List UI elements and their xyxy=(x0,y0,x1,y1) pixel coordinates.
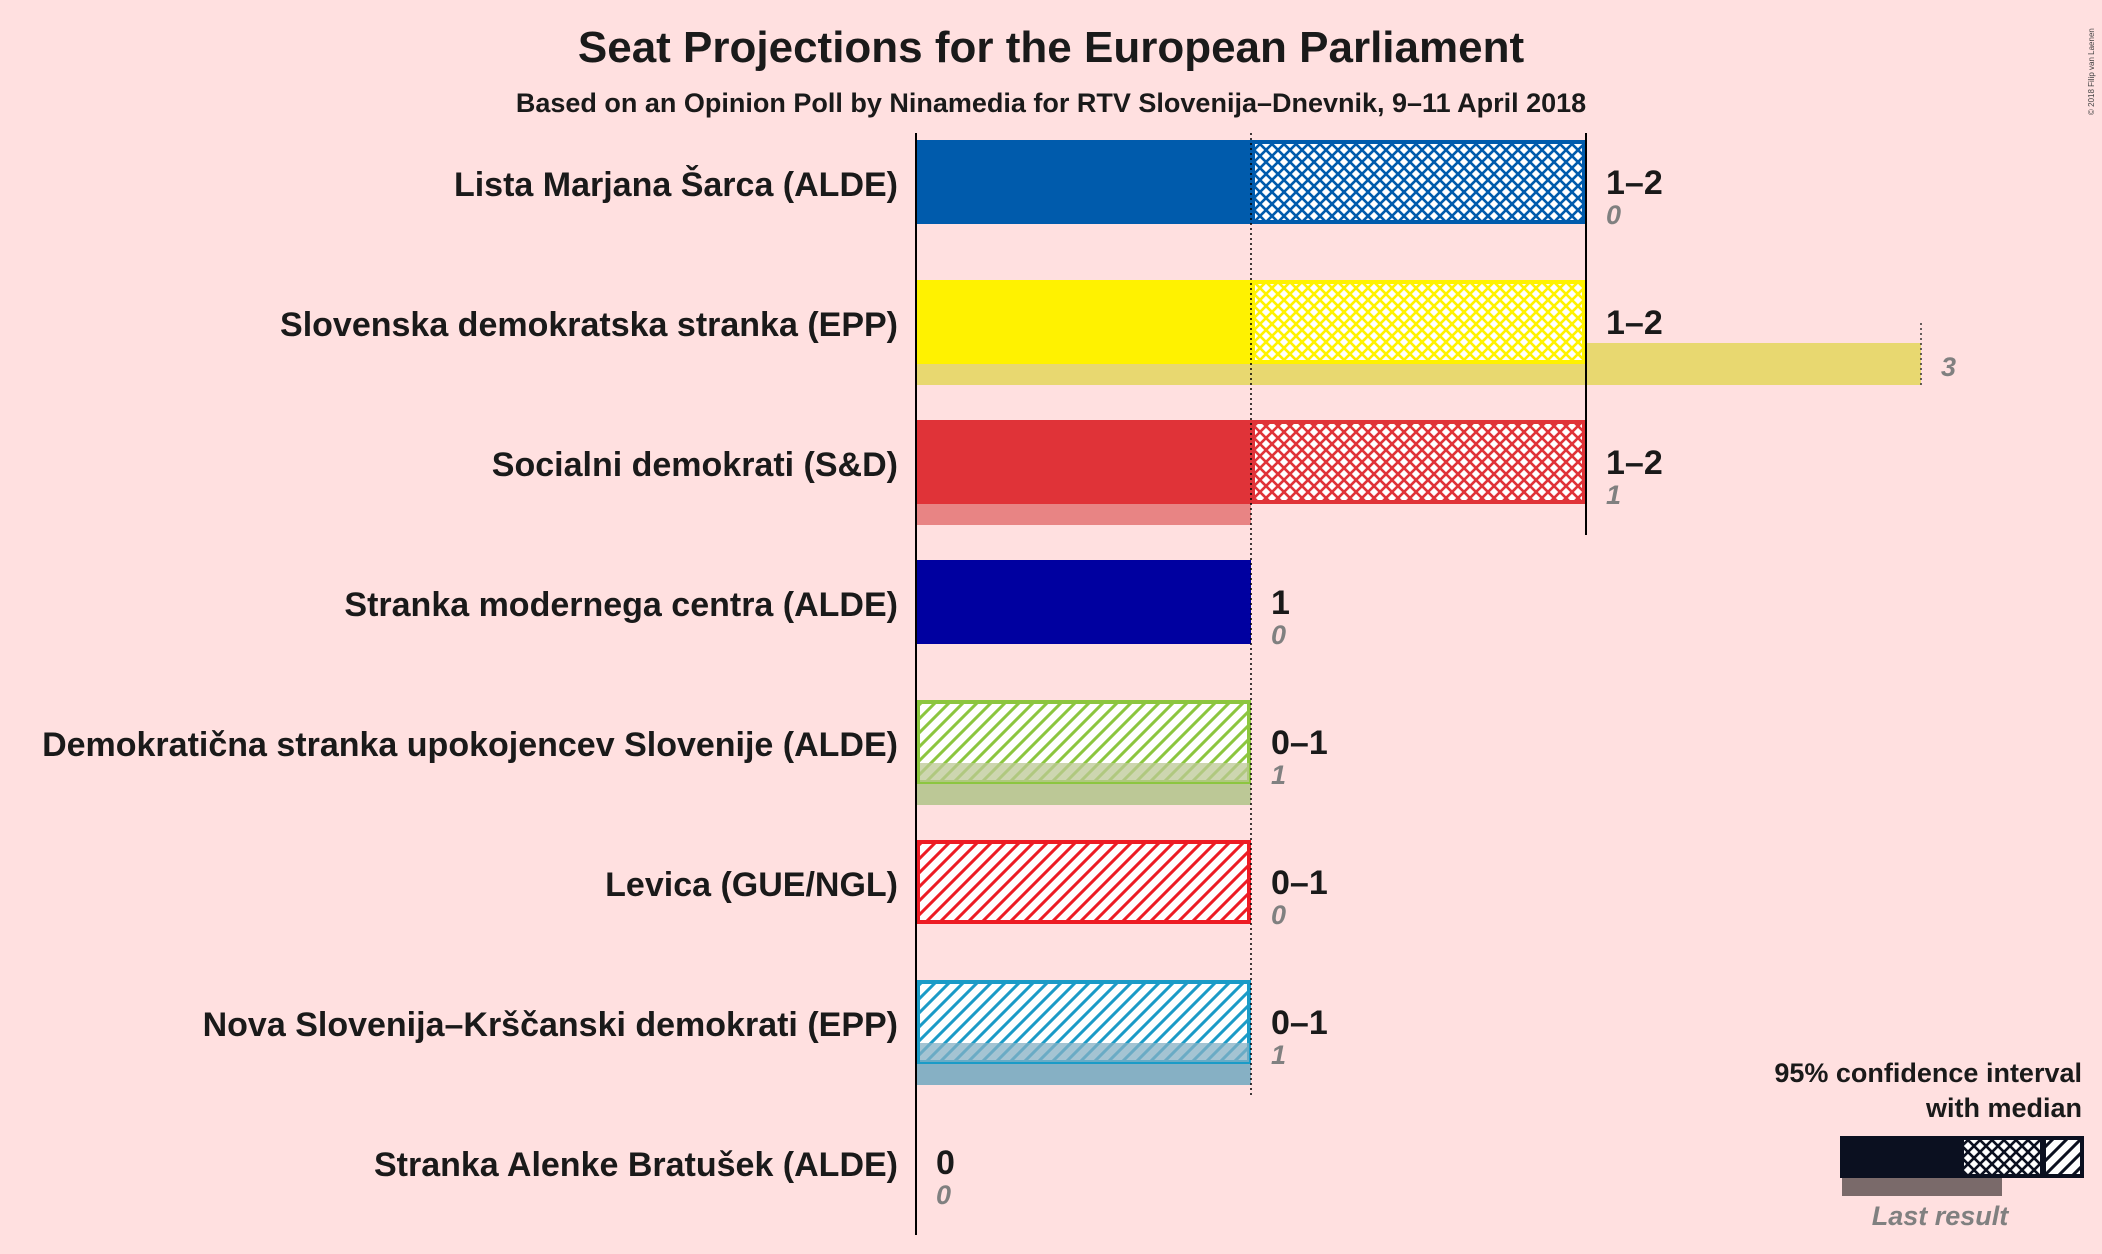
last-result-label: 0 xyxy=(1271,620,1286,650)
legend-last-result-label: Last result xyxy=(1872,1201,2010,1231)
bars-group: Lista Marjana Šarca (ALDE) 1–20Slovenska … xyxy=(42,133,1956,1235)
seat-range-label: 0–1 xyxy=(1271,724,1328,762)
last-result-overlay xyxy=(920,1043,1249,1062)
seat-range-label: 0–1 xyxy=(1271,864,1328,902)
seat-range-label: 1–2 xyxy=(1606,444,1663,482)
last-result-label: 3 xyxy=(1941,352,1956,382)
ci-solid-bar xyxy=(916,280,1251,364)
party-label: Slovenska demokratska stranka (EPP) xyxy=(280,306,898,344)
last-result-label: 1 xyxy=(1271,760,1286,790)
copyright-note: © 2018 Filip van Laenen xyxy=(2087,28,2096,115)
seat-range-label: 0 xyxy=(936,1144,955,1182)
ci-solid-bar xyxy=(916,560,1251,644)
seat-range-label: 1 xyxy=(1271,584,1290,622)
legend-line1: 95% confidence interval xyxy=(1774,1058,2082,1088)
ci-median-bar xyxy=(1251,420,1586,504)
ci-hatched-bar xyxy=(916,840,1251,924)
legend-solid-swatch xyxy=(1840,1136,1962,1178)
chart-title: Seat Projections for the European Parlia… xyxy=(578,23,1525,72)
party-label: Levica (GUE/NGL) xyxy=(605,866,898,904)
party-label: Nova Slovenija–Krščanski demokrati (EPP) xyxy=(203,1006,898,1044)
legend-hatched-swatch xyxy=(2042,1136,2084,1178)
party-label: Stranka Alenke Bratušek (ALDE) xyxy=(374,1146,898,1184)
last-result-overlay xyxy=(920,763,1249,782)
seat-range-label: 1–2 xyxy=(1606,164,1663,202)
last-result-label: 0 xyxy=(1606,200,1621,230)
seat-range-label: 1–2 xyxy=(1606,304,1663,342)
chart-subtitle: Based on an Opinion Poll by Ninamedia fo… xyxy=(516,88,1586,118)
last-result-label: 1 xyxy=(1606,480,1621,510)
party-label: Lista Marjana Šarca (ALDE) xyxy=(454,165,898,204)
legend-median-swatch xyxy=(1960,1136,2044,1178)
legend: 95% confidence interval with median Last… xyxy=(1774,1058,2084,1231)
ci-solid-bar xyxy=(916,420,1251,504)
last-result-label: 1 xyxy=(1271,1040,1286,1070)
party-label: Stranka modernega centra (ALDE) xyxy=(344,586,898,624)
ci-median-bar xyxy=(1251,280,1586,364)
last-result-label: 0 xyxy=(1271,900,1286,930)
seat-range-label: 0–1 xyxy=(1271,1004,1328,1042)
party-label: Demokratična stranka upokojencev Sloveni… xyxy=(42,726,898,764)
ci-solid-bar xyxy=(916,140,1251,224)
ci-median-bar xyxy=(1251,140,1586,224)
last-result-label: 0 xyxy=(936,1180,951,1210)
legend-line2: with median xyxy=(1925,1093,2082,1123)
party-label: Socialni demokrati (S&D) xyxy=(492,446,898,484)
